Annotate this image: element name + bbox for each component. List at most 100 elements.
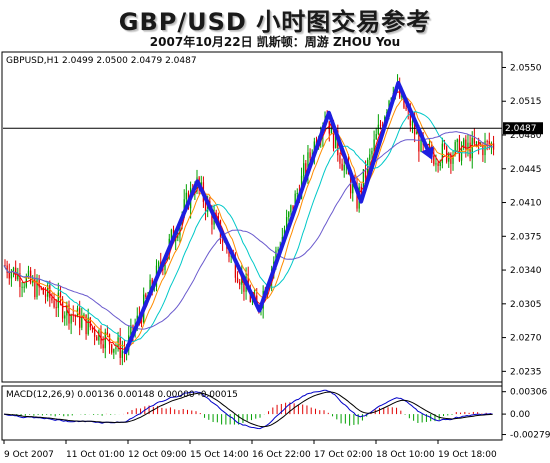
candle-body	[356, 185, 358, 209]
time-tick-label: 15 Oct 14:00	[190, 450, 249, 460]
main-plot-frame	[1, 51, 503, 383]
candle-body	[437, 163, 439, 167]
candle-body	[443, 143, 446, 147]
candle-body	[441, 143, 444, 163]
candle-body	[413, 120, 416, 135]
candle-body	[4, 265, 6, 267]
ma-long-line	[3, 131, 493, 330]
candle-body	[364, 169, 367, 178]
candle-body	[352, 184, 354, 194]
candle-body	[367, 159, 369, 178]
analysis-zigzag-line	[123, 80, 433, 355]
candle-body	[59, 292, 62, 300]
candle-body	[89, 317, 91, 328]
candle-body	[96, 336, 98, 341]
candle-body	[448, 154, 450, 162]
candle-body	[482, 145, 484, 156]
candle-body	[157, 262, 160, 266]
macd-plot-frame	[1, 385, 503, 441]
candle-body	[465, 139, 467, 150]
macd-layer: 0.00306 0.00 -0.00279	[3, 388, 550, 441]
candle-body	[53, 300, 55, 308]
candle-body	[307, 152, 309, 175]
candle-body	[450, 154, 452, 164]
candle-body	[433, 155, 435, 165]
candle-body	[290, 205, 292, 213]
candle-body	[36, 279, 38, 298]
candle-body	[70, 314, 72, 324]
macd-tick-label: -0.00279	[510, 431, 550, 441]
candle-body	[343, 164, 345, 171]
candle-body	[463, 139, 465, 149]
candle-body	[179, 222, 181, 236]
candle-body	[83, 314, 85, 318]
candle-body	[12, 267, 15, 273]
candle-body	[288, 212, 290, 218]
candle-body	[369, 154, 371, 160]
candle-body	[486, 141, 488, 143]
candle-body	[296, 193, 298, 195]
candle-body	[102, 344, 104, 349]
price-tick-label: 2.0340	[510, 266, 542, 276]
candle-body	[375, 134, 377, 140]
candle-body	[115, 347, 117, 349]
candle-body	[91, 327, 94, 329]
current-price-tag	[503, 122, 543, 135]
price-tick-label: 2.0515	[510, 97, 542, 107]
candle-body	[61, 299, 64, 319]
time-tick-label: 9 Oct 2007	[4, 450, 54, 460]
candle-body	[85, 314, 87, 335]
candle-body	[117, 337, 119, 348]
candle-body	[420, 135, 422, 152]
candle-body	[108, 334, 111, 345]
price-tick-label: 2.0550	[510, 63, 542, 73]
candle-body	[405, 107, 407, 109]
candle-body	[341, 163, 343, 171]
candle-body	[111, 344, 113, 353]
time-tick-label: 18 Oct 10:00	[376, 450, 435, 460]
candle-body	[113, 348, 115, 353]
candle-body	[492, 143, 495, 150]
candle-body	[51, 297, 53, 301]
candle-body	[49, 285, 51, 298]
price-tick-label: 2.0375	[510, 232, 542, 242]
candle-body	[330, 121, 333, 134]
macd-tick-label: 0.00	[510, 410, 530, 420]
candle-body	[149, 279, 151, 296]
candle-body	[17, 273, 19, 280]
candle-body	[15, 267, 17, 280]
candle-body	[411, 120, 414, 126]
candle-body	[277, 249, 279, 251]
candle-body	[87, 317, 89, 335]
candle-body	[249, 291, 251, 302]
candle-body	[27, 270, 30, 277]
candle-body	[55, 307, 57, 309]
symbol-info-label: GBPUSD,H1 2.0499 2.0500 2.0479 2.0487	[6, 56, 197, 66]
ma-mid-line	[3, 97, 493, 349]
time-tick-label: 11 Oct 01:00	[66, 450, 125, 460]
candle-body	[456, 139, 458, 143]
analysis-arrow-head	[420, 146, 434, 160]
candle-body	[19, 273, 21, 287]
candle-body	[409, 110, 412, 126]
candle-body	[435, 163, 437, 165]
candle-body	[234, 257, 237, 278]
candle-body	[164, 260, 166, 271]
candle-body	[243, 275, 245, 292]
candle-body	[8, 272, 10, 279]
candle-body	[303, 163, 305, 176]
candle-body	[74, 315, 77, 318]
candle-body	[64, 315, 66, 319]
price-tick-label: 2.0305	[510, 300, 542, 310]
candle-body	[200, 182, 202, 187]
candle-body	[381, 125, 384, 127]
price-tick-label: 2.0410	[510, 199, 542, 209]
candle-body	[34, 278, 36, 298]
candle-body	[236, 277, 239, 283]
time-tick-label: 17 Oct 02:00	[314, 450, 373, 460]
candle-body	[454, 142, 456, 155]
candle-body	[309, 152, 311, 159]
candle-body	[373, 139, 375, 151]
